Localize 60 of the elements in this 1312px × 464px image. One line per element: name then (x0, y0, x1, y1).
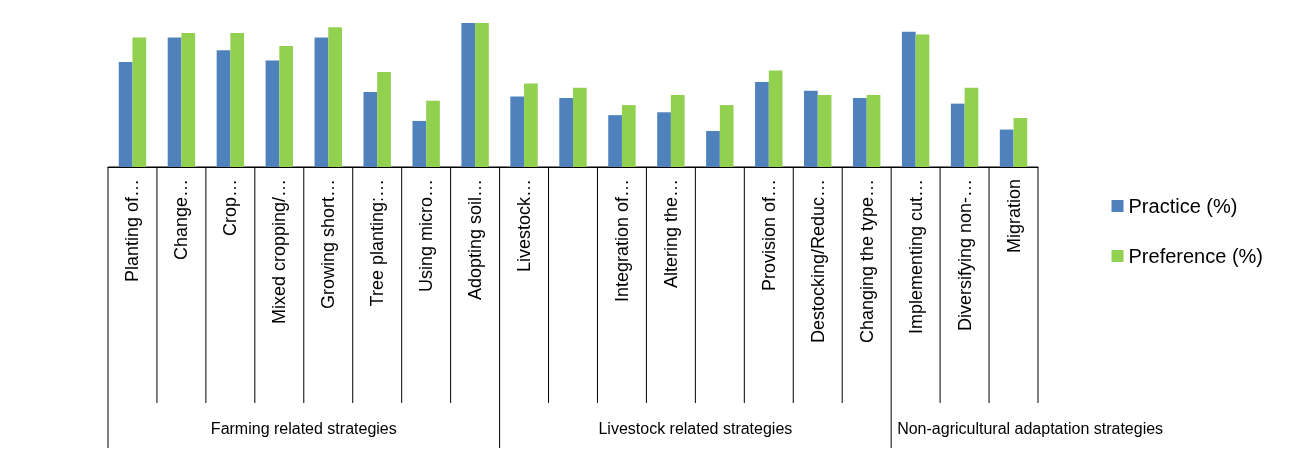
bar (608, 115, 622, 167)
bar (866, 95, 881, 167)
x-tick-label: Using micro… (416, 179, 437, 293)
x-tick-label: Adopting soil… (465, 179, 486, 301)
bar (461, 23, 476, 167)
text: Livestock related strategies (598, 419, 793, 437)
x-tick-label: Diversifying non-… (954, 179, 975, 332)
bar (167, 37, 182, 167)
bar (901, 31, 916, 167)
text: Non-agricultural adaptation strategies (897, 419, 1164, 437)
bar (706, 131, 720, 167)
bar (755, 82, 769, 167)
bar (510, 96, 525, 167)
bar (426, 100, 440, 167)
bar (230, 33, 245, 167)
bar (181, 33, 196, 167)
x-tick-label: Mixed cropping/… (269, 179, 290, 325)
x-tick-label: Changing the type… (856, 179, 877, 344)
bar (118, 61, 133, 167)
bar (657, 112, 671, 167)
x-tick-label: Livestock… (514, 179, 535, 273)
x-tick-label: Implementing cut… (905, 179, 926, 335)
bar (132, 37, 147, 167)
bar (524, 83, 538, 167)
bar (670, 95, 685, 167)
bar (852, 97, 867, 167)
x-tick-label: Growing short… (318, 179, 339, 310)
bar (964, 87, 979, 167)
x-tick-label: Change… (171, 179, 192, 261)
bar (412, 120, 427, 167)
bar (314, 37, 329, 167)
x-tick-label: Tree planting:… (367, 179, 388, 307)
bar (279, 46, 294, 167)
bar (328, 27, 342, 167)
bar (768, 70, 783, 167)
bar (216, 50, 231, 167)
bar (719, 105, 734, 167)
x-tick-label: Crop… (220, 179, 241, 237)
bar (915, 34, 930, 167)
bar (363, 92, 378, 167)
bar (804, 90, 818, 167)
bar (621, 105, 636, 167)
bar (573, 87, 587, 167)
x-tick-label: Planting of… (122, 179, 143, 283)
bar (950, 103, 965, 167)
legend-label: Preference (%) (1128, 245, 1264, 267)
x-tick-label: Altering the… (660, 179, 681, 289)
x-tick-label: Migration (1003, 179, 1024, 254)
bar (475, 23, 489, 167)
text: Farming related strategies (210, 419, 397, 437)
x-tick-label: Integration of… (611, 179, 632, 303)
bar (999, 129, 1014, 167)
legend-label: Practice (%) (1128, 195, 1238, 217)
bar (1013, 118, 1028, 167)
x-tick-label: Destocking/Reduc… (807, 179, 828, 344)
bar (265, 60, 280, 167)
bar (559, 97, 573, 167)
x-tick-label: Provision of… (758, 179, 779, 292)
bar (817, 95, 832, 167)
bar (377, 71, 391, 167)
